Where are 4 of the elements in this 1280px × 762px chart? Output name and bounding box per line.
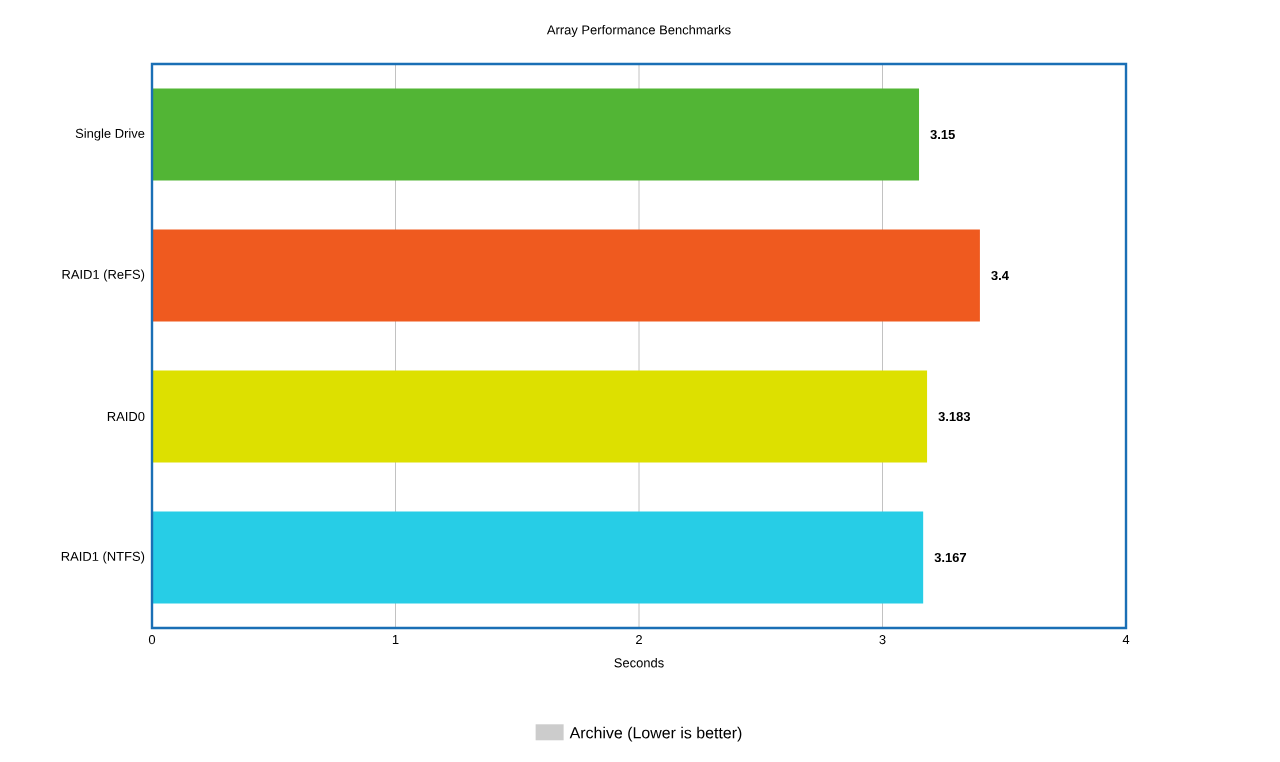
bar (152, 370, 928, 463)
bar (152, 229, 980, 322)
bar (152, 88, 920, 181)
bar (152, 511, 924, 604)
